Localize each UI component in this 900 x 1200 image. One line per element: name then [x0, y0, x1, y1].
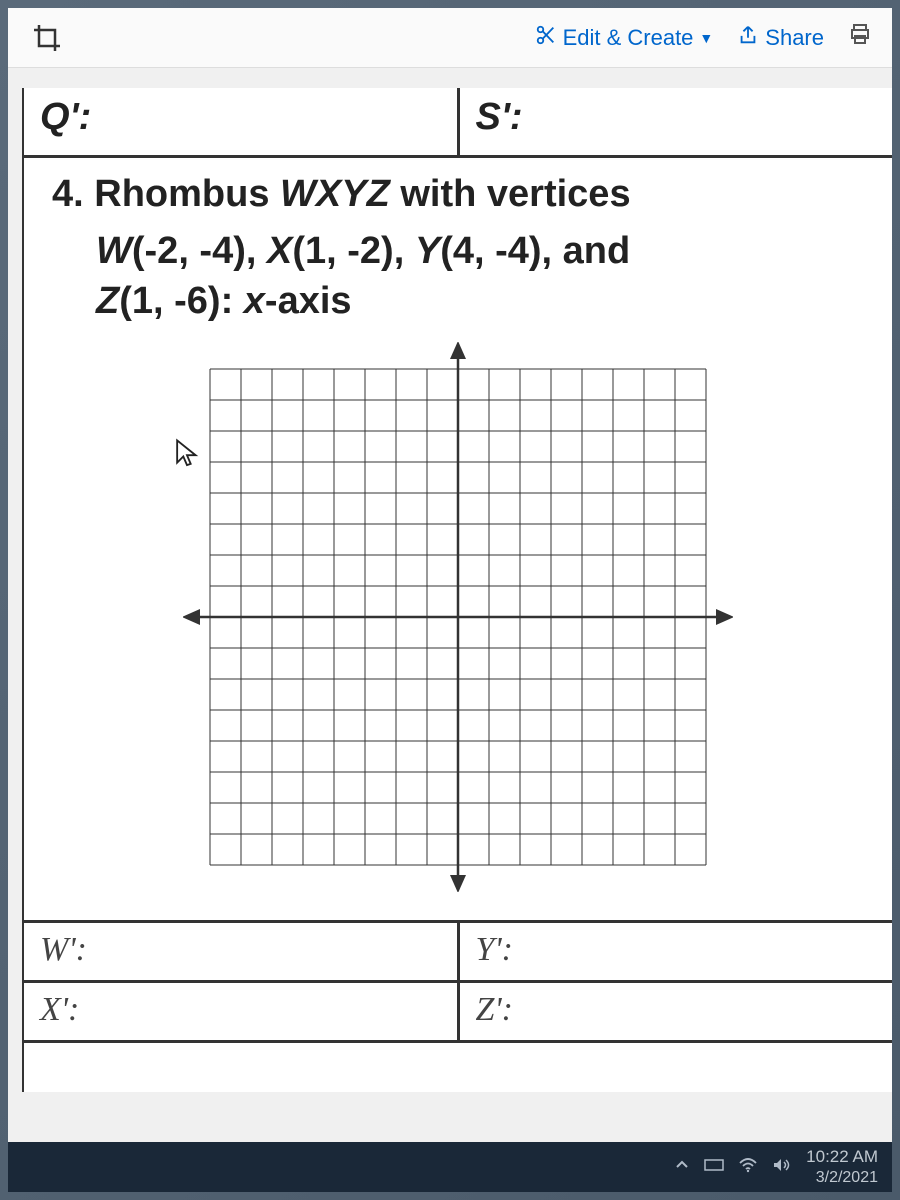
tray-keyboard-icon[interactable] [704, 1157, 724, 1178]
taskbar: 10:22 AM 3/2/2021 [8, 1142, 892, 1192]
crop-icon[interactable] [32, 23, 62, 60]
share-button[interactable]: Share [737, 24, 824, 52]
tray-chevron-up-icon[interactable] [674, 1157, 690, 1178]
mouse-cursor-icon [174, 438, 200, 477]
clock-date: 3/2/2021 [806, 1168, 878, 1187]
edit-create-button[interactable]: Edit & Create ▼ [535, 24, 714, 52]
problem-line-2: W(-2, -4), X(1, -2), Y(4, -4), and [52, 227, 864, 276]
problem-line-3: Z(1, -6): x-axis [52, 277, 864, 326]
answer-row-2: X': Z': [24, 983, 892, 1043]
share-icon [737, 24, 759, 52]
q-prime-cell: Q': [24, 88, 460, 155]
share-label: Share [765, 25, 824, 51]
answer-grid: W': Y': X': Z': [24, 920, 892, 1043]
worksheet-area: Q': S': 4. Rhombus WXYZ with vertices W(… [22, 88, 892, 1092]
tray-volume-icon[interactable] [772, 1157, 792, 1178]
chevron-down-icon: ▼ [699, 30, 713, 46]
taskbar-clock[interactable]: 10:22 AM 3/2/2021 [806, 1147, 878, 1187]
z-prime-cell: Z': [460, 983, 893, 1040]
problem-number: 4. [52, 173, 84, 215]
edit-create-label: Edit & Create [563, 25, 694, 51]
qs-row: Q': S': [24, 88, 892, 158]
clock-time: 10:22 AM [806, 1147, 878, 1167]
top-toolbar: Edit & Create ▼ Share [8, 8, 892, 68]
answer-row-1: W': Y': [24, 923, 892, 983]
coordinate-grid [183, 342, 733, 892]
coordinate-grid-container [52, 342, 864, 912]
problem-area: 4. Rhombus WXYZ with vertices W(-2, -4),… [24, 158, 892, 920]
scissors-icon [535, 24, 557, 52]
w-prime-cell: W': [24, 923, 460, 980]
print-icon[interactable] [848, 22, 872, 53]
app-window: Edit & Create ▼ Share [8, 8, 892, 1192]
problem-line-1: 4. Rhombus WXYZ with vertices [52, 170, 864, 219]
y-prime-cell: Y': [460, 923, 893, 980]
tray-wifi-icon[interactable] [738, 1157, 758, 1178]
s-prime-cell: S': [460, 88, 893, 155]
x-prime-cell: X': [24, 983, 460, 1040]
